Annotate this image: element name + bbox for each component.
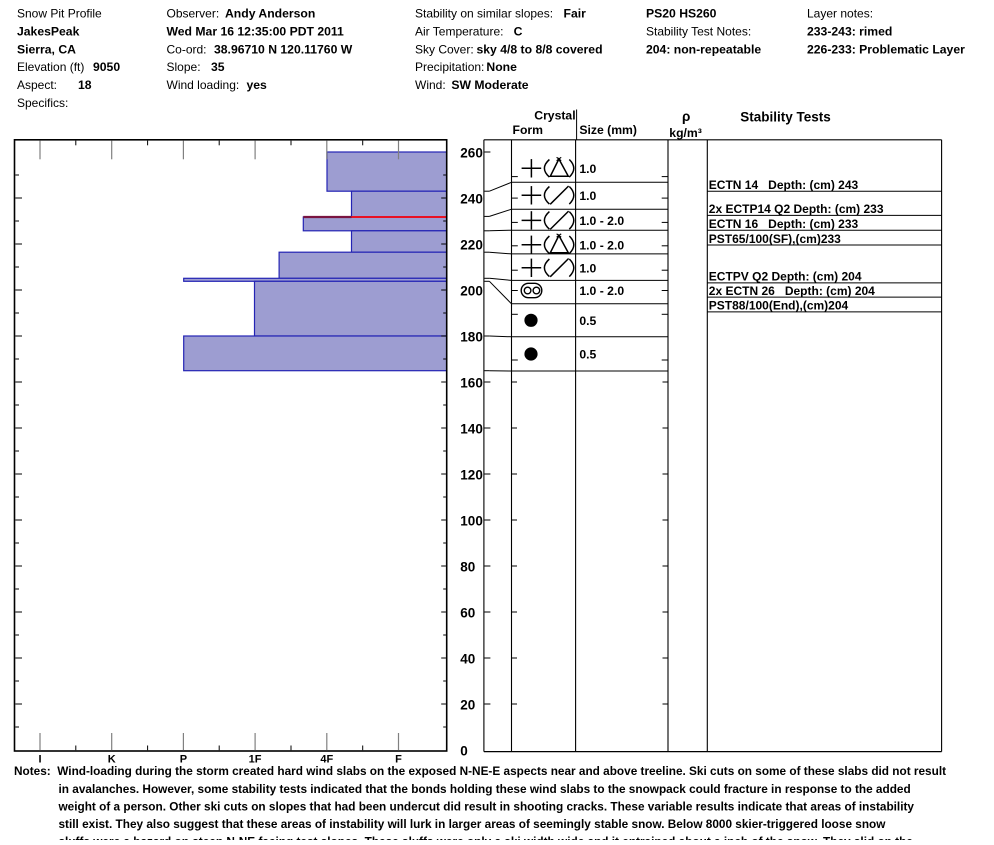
svg-text:Layer notes:: Layer notes: (807, 7, 873, 21)
svg-text:Wed Mar 16 12:35:00 PDT 2011: Wed Mar 16 12:35:00 PDT 2011 (167, 24, 344, 38)
svg-text:Crystal: Crystal (534, 109, 575, 123)
svg-text:Wind:: Wind: (415, 78, 446, 92)
svg-text:Andy Anderson: Andy Anderson (225, 7, 315, 21)
svg-text:Stability Tests: Stability Tests (740, 110, 831, 125)
svg-text:2x ECTN 26 Depth: (cm) 204: 2x ECTN 26 Depth: (cm) 204 (709, 284, 875, 298)
svg-text:100: 100 (460, 514, 483, 529)
svg-text:C: C (514, 24, 523, 38)
svg-text:120: 120 (460, 468, 483, 483)
svg-text:Co-ord:: Co-ord: (167, 42, 207, 56)
svg-text:35: 35 (211, 60, 225, 74)
svg-text:9050: 9050 (93, 60, 120, 74)
svg-text:Stability on similar slopes:: Stability on similar slopes: (415, 7, 553, 21)
svg-text:kg/m³: kg/m³ (669, 126, 702, 140)
svg-text:180: 180 (460, 330, 483, 345)
svg-text:1.0: 1.0 (579, 162, 596, 176)
svg-text:0.5: 0.5 (579, 348, 596, 362)
svg-text:Aspect:: Aspect: (17, 78, 57, 92)
svg-text:in avalanches. However, some s: in avalanches. However, some stability t… (59, 782, 911, 796)
svg-text:260: 260 (460, 146, 483, 161)
svg-text:PS20 HS260: PS20 HS260 (646, 7, 717, 21)
svg-text:yes: yes (247, 78, 268, 92)
svg-text:160: 160 (460, 376, 483, 391)
svg-text:Sierra, CA: Sierra, CA (17, 42, 76, 56)
svg-text:38.96710 N 120.11760 W: 38.96710 N 120.11760 W (214, 42, 353, 56)
svg-text:Sky Cover:: Sky Cover: (415, 42, 474, 56)
svg-text:20: 20 (460, 698, 475, 713)
svg-text:Air Temperature:: Air Temperature: (415, 24, 503, 38)
svg-text:80: 80 (460, 560, 475, 575)
svg-text:Precipitation:: Precipitation: (415, 60, 484, 74)
svg-text:1.0: 1.0 (579, 261, 596, 275)
svg-text:Observer:: Observer: (167, 7, 220, 21)
svg-text:PST65/100(SF),(cm)233: PST65/100(SF),(cm)233 (709, 232, 841, 246)
svg-text:220: 220 (460, 238, 483, 253)
svg-text:Size (mm): Size (mm) (579, 123, 637, 137)
svg-text:226-233: Problematic Layer: 226-233: Problematic Layer (807, 42, 965, 56)
svg-text:1.0 - 2.0: 1.0 - 2.0 (579, 284, 624, 298)
svg-text:ECTN 14 Depth: (cm) 243: ECTN 14 Depth: (cm) 243 (709, 178, 859, 192)
svg-text:0.5: 0.5 (579, 314, 596, 328)
svg-text:still exist. They also suggest: still exist. They also suggest that thes… (59, 817, 887, 831)
svg-text:Elevation (ft): Elevation (ft) (17, 60, 84, 74)
svg-text:60: 60 (460, 606, 475, 621)
svg-text:204: non-repeatable: 204: non-repeatable (646, 42, 761, 56)
svg-text:ECTPV Q2 Depth: (cm) 204: ECTPV Q2 Depth: (cm) 204 (709, 270, 862, 284)
svg-text:1.0: 1.0 (579, 189, 596, 203)
svg-text:ρ: ρ (682, 109, 690, 124)
svg-text:Snow Pit Profile: Snow Pit Profile (17, 7, 102, 21)
svg-text:PST88/100(End),(cm)204: PST88/100(End),(cm)204 (709, 299, 849, 313)
svg-text:SW Moderate: SW Moderate (451, 78, 528, 92)
svg-text:Slope:: Slope: (167, 60, 201, 74)
svg-text:ECTN 16 Depth: (cm) 233: ECTN 16 Depth: (cm) 233 (709, 217, 859, 231)
svg-text:Wind loading:: Wind loading: (167, 78, 240, 92)
svg-text:sluffs were a hazard on steep: sluffs were a hazard on steep N-NE facin… (59, 835, 914, 840)
svg-text:40: 40 (460, 652, 475, 667)
svg-text:Specifics:: Specifics: (17, 96, 68, 110)
svg-text:2x ECTP14 Q2 Depth: (cm) 233: 2x ECTP14 Q2 Depth: (cm) 233 (709, 202, 884, 216)
svg-text:0: 0 (460, 744, 468, 759)
svg-text:1.0 - 2.0: 1.0 - 2.0 (579, 238, 624, 252)
svg-text:weight of a person. Other ski: weight of a person. Other ski cuts on sl… (58, 799, 915, 813)
svg-text:18: 18 (78, 78, 92, 92)
svg-text:Fair: Fair (564, 7, 587, 21)
svg-text:JakesPeak: JakesPeak (17, 24, 80, 38)
svg-text:Notes: Wind-loading during th: Notes: Wind-loading during the storm cre… (14, 764, 946, 778)
svg-text:sky 4/8 to 8/8 covered: sky 4/8 to 8/8 covered (477, 42, 603, 56)
svg-text:240: 240 (460, 192, 483, 207)
svg-text:Stability Test Notes:: Stability Test Notes: (646, 24, 751, 38)
svg-text:None: None (486, 60, 517, 74)
svg-text:Form: Form (513, 123, 544, 137)
svg-text:200: 200 (460, 284, 483, 299)
svg-text:1.0 - 2.0: 1.0 - 2.0 (579, 214, 624, 228)
svg-text:140: 140 (460, 422, 483, 437)
svg-text:233-243: rimed: 233-243: rimed (807, 24, 892, 38)
